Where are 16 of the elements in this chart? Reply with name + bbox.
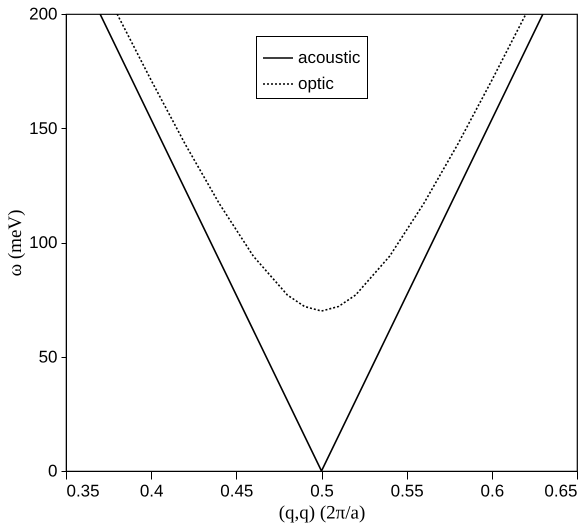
x-tick-label: 0.5 bbox=[310, 482, 334, 500]
y-tick-label: 100 bbox=[29, 233, 58, 252]
x-tick-label: 0.65 bbox=[544, 482, 578, 500]
legend-label: optic bbox=[298, 74, 334, 93]
y-tick-label: 200 bbox=[29, 4, 58, 24]
x-tick-label: 0.55 bbox=[390, 482, 424, 500]
x-tick-label: 0.6 bbox=[480, 482, 504, 500]
y-tick-label: 0 bbox=[48, 462, 58, 480]
x-axis-title: (q,q) (2π/a) bbox=[278, 502, 366, 524]
x-tick-label: 0.4 bbox=[140, 482, 164, 500]
y-tick-label: 150 bbox=[29, 118, 58, 138]
y-axis-title: ω (meV) bbox=[5, 210, 26, 276]
legend-label: acoustic bbox=[298, 48, 361, 67]
x-tick-label: 0.35 bbox=[66, 482, 100, 500]
x-tick-label: 0.45 bbox=[220, 482, 254, 500]
y-tick-label: 50 bbox=[38, 347, 58, 366]
